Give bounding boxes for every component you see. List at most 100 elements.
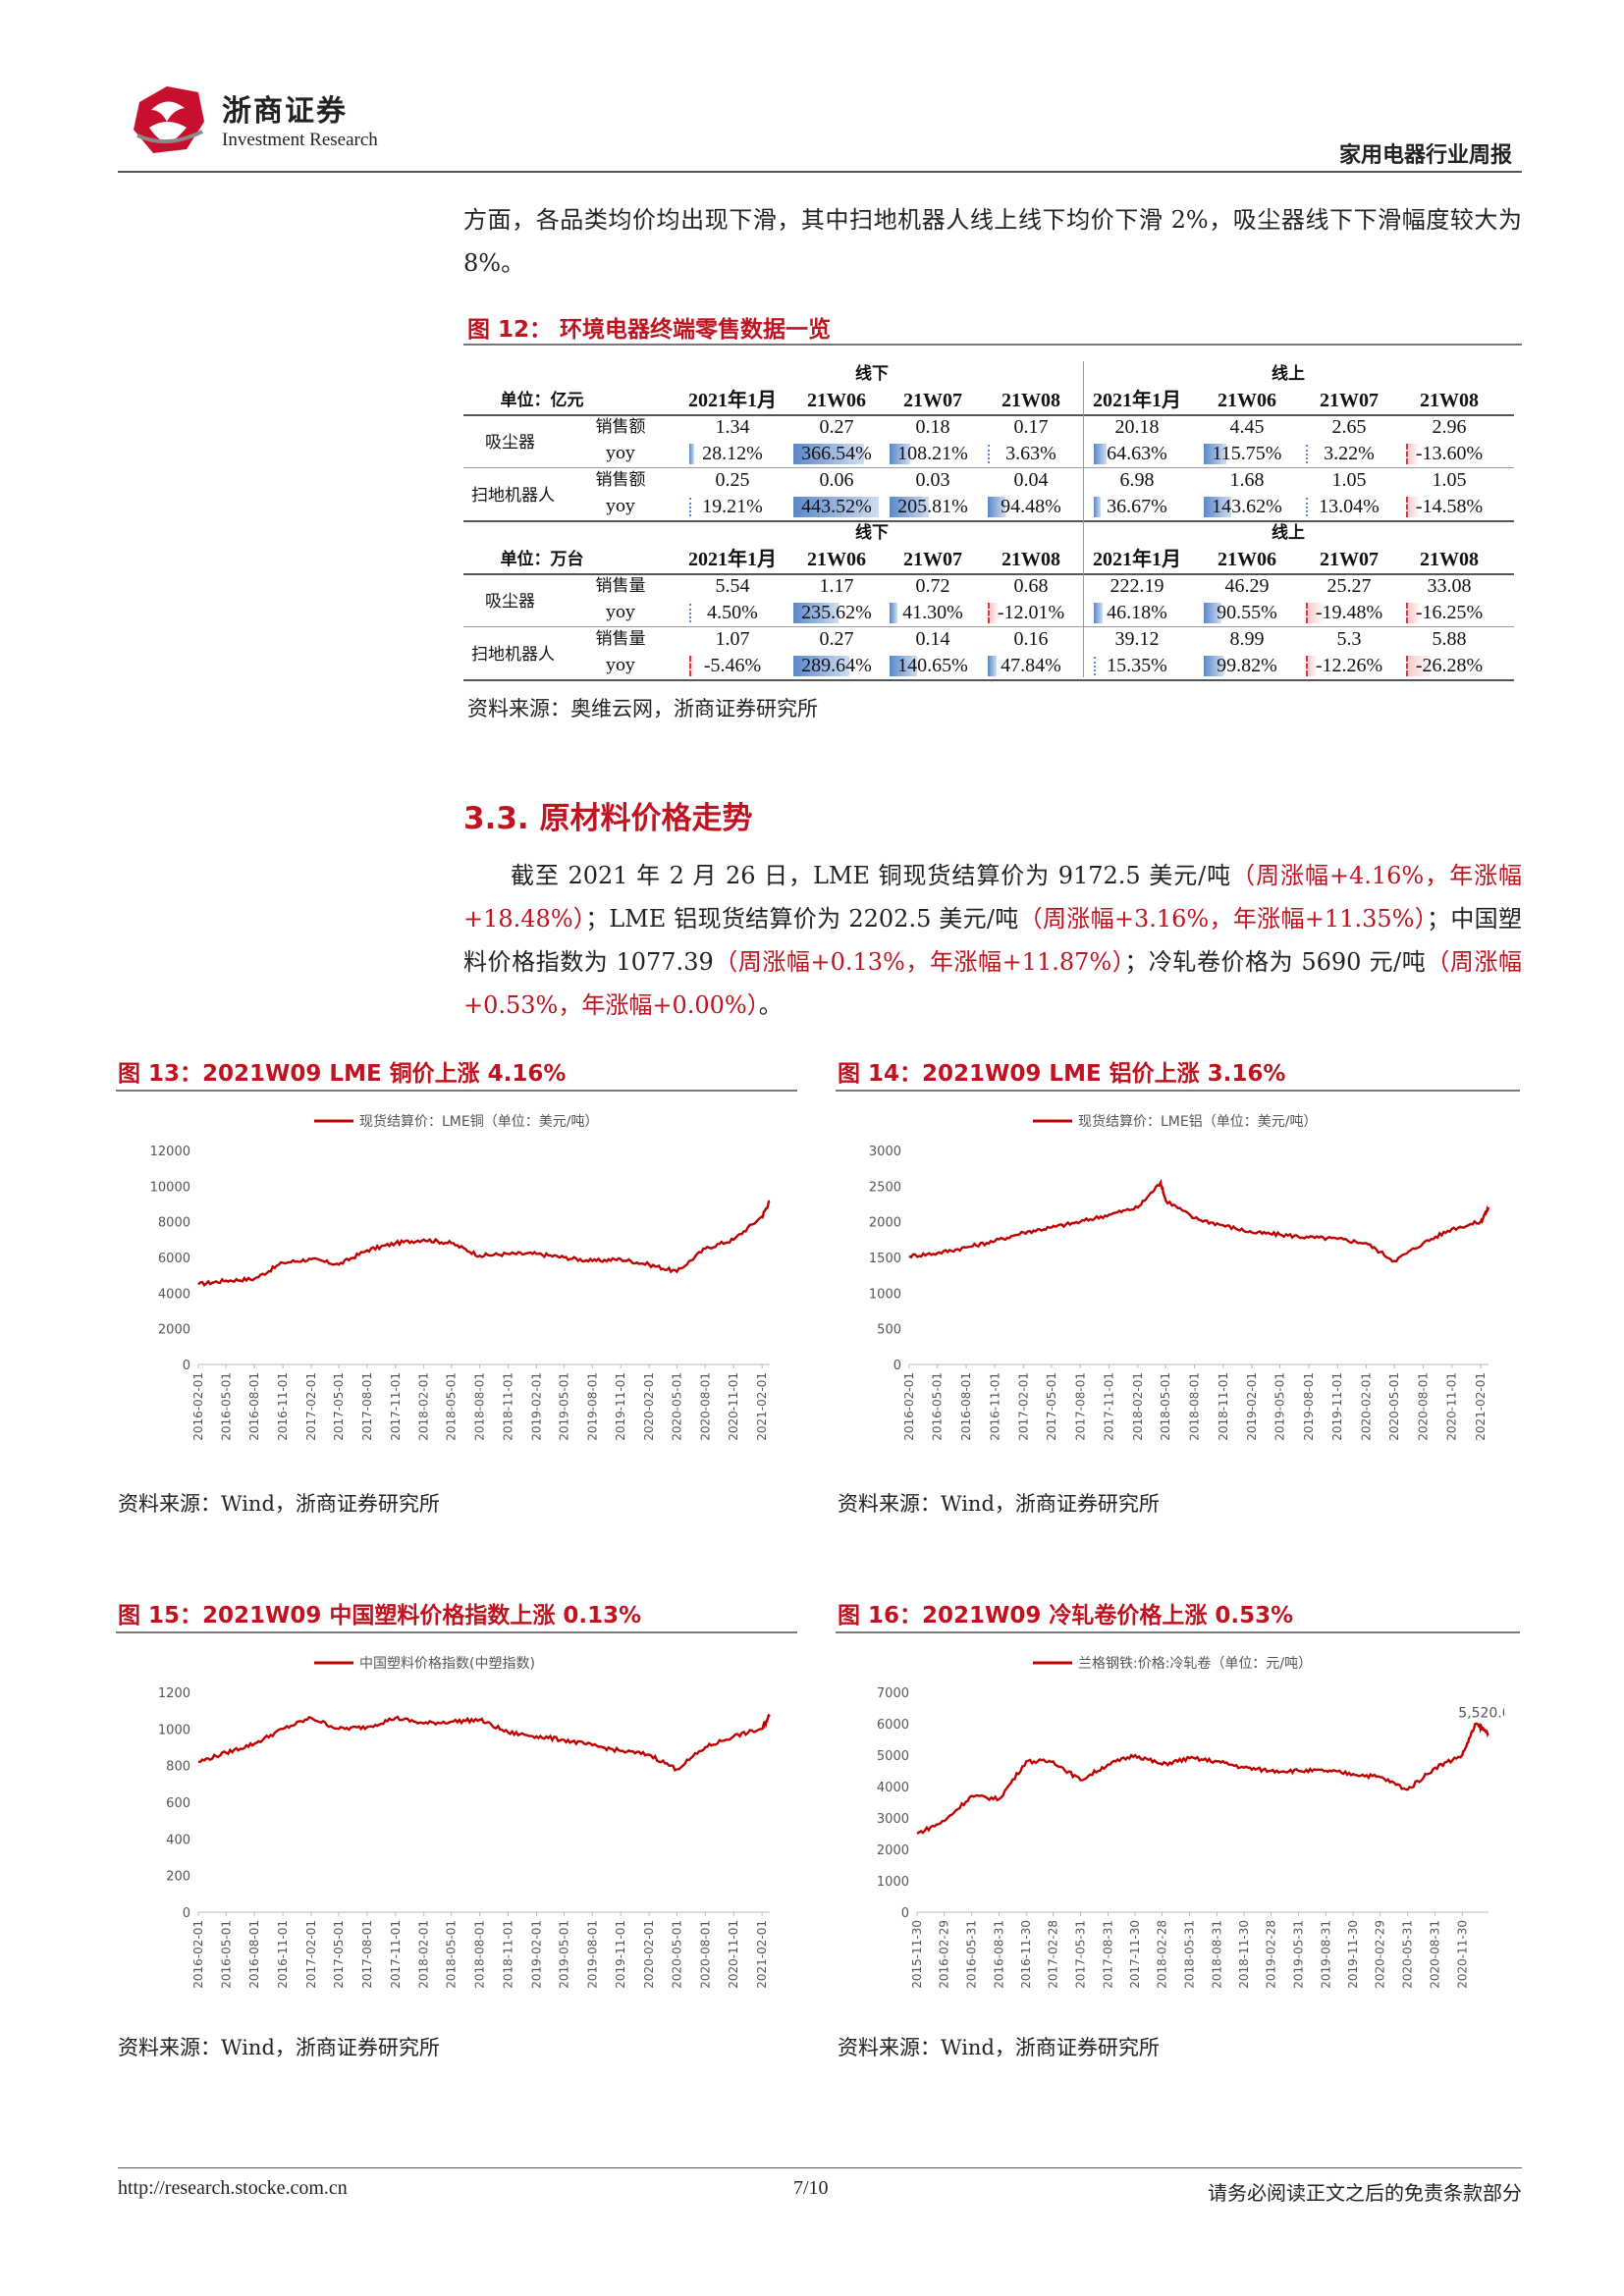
x-tick-label: 2018-08-31 xyxy=(1210,1920,1223,1989)
materials-text-5: 。 xyxy=(758,991,783,1019)
fig16-title: 图 16：2021W09 冷轧卷价格上涨 0.53% xyxy=(838,1603,1294,1629)
y-tick-label: 600 xyxy=(166,1796,190,1811)
price-series-line xyxy=(908,1178,1490,1263)
table-cell: 90.55% xyxy=(1217,602,1277,623)
legend-label: 现货结算价：LME铝（单位：美元/吨） xyxy=(1078,1113,1317,1130)
plastics-index-chart: 中国塑料价格指数(中塑指数) 0 200 400 600 800 1000 1200 2016-… xyxy=(137,1645,785,2016)
footer-url-link[interactable]: http://research.stocke.com.cn xyxy=(118,2177,348,2199)
period-header: 2021年1月 xyxy=(688,549,777,570)
period-header: 21W07 xyxy=(1320,390,1379,411)
table-row: yoy -5.46% 289.64% 140.65% 47.84% 15.35% 99.82… xyxy=(463,653,1514,679)
yoy-negative-bar xyxy=(689,656,695,676)
table-cell: 1.05 xyxy=(1432,469,1467,491)
table-cell: 0.72 xyxy=(915,575,950,597)
yoy-negative-bar xyxy=(1306,603,1326,623)
period-header: 21W08 xyxy=(1001,549,1060,570)
table-header-rule xyxy=(463,414,1514,416)
x-tick-label: 2016-02-01 xyxy=(191,1920,205,1989)
logo-chinese-name: 浙商证券 xyxy=(222,94,348,129)
table-row-rule xyxy=(463,467,1514,468)
x-tick-label: 2019-05-31 xyxy=(1291,1920,1305,1989)
table-cell: -13.60% xyxy=(1415,443,1484,464)
y-tick-label: 1500 xyxy=(869,1252,901,1266)
table-row-rule xyxy=(463,626,1514,627)
fig12-source: 资料来源：奥维云网，浙商证券研究所 xyxy=(467,697,818,721)
table-cell: 20.18 xyxy=(1114,416,1160,438)
x-tick-label: 2018-08-01 xyxy=(473,1920,487,1989)
materials-text-3: ；中国塑料价格指数为 1077.39 xyxy=(463,905,1522,976)
category-label: 吸尘器 xyxy=(485,433,535,453)
yoy-bar xyxy=(890,656,917,676)
table-cell: 4.45 xyxy=(1229,416,1265,438)
table-group-header-row: 线下 线上 xyxy=(463,520,1514,547)
yoy-bar xyxy=(988,656,998,676)
x-tick-label: 2017-05-01 xyxy=(332,1920,346,1989)
table-row: 扫地机器人 销售额 0.25 0.06 0.03 0.04 6.98 1.68 1.05 1.05 xyxy=(463,467,1514,506)
yoy-bar xyxy=(1204,497,1232,517)
table-cell: 0.03 xyxy=(915,469,950,491)
table-cell: 0.04 xyxy=(1013,469,1049,491)
online-group-label: 线上 xyxy=(1272,523,1305,543)
x-tick-label: 2018-05-01 xyxy=(445,1372,459,1441)
x-tick-label: 2020-05-01 xyxy=(1387,1372,1401,1441)
zheshang-logo-icon xyxy=(134,86,204,153)
category-label: 扫地机器人 xyxy=(471,486,555,506)
x-tick-label: 2017-02-01 xyxy=(1017,1372,1031,1441)
chart-svg: 现货结算价：LME铝（单位：美元/吨） 0 500 1000 1500 2000 2500 3… xyxy=(869,1113,1490,1441)
table-cell: 1.05 xyxy=(1331,469,1367,491)
table-cell: 443.52% xyxy=(801,496,872,517)
x-tick-label: 2018-05-01 xyxy=(1159,1372,1172,1441)
metric-label: 销售额 xyxy=(595,417,646,437)
table-cell: 0.27 xyxy=(819,416,854,438)
x-tick-label: 2020-02-29 xyxy=(1374,1920,1387,1989)
x-tick-label: 2020-02-01 xyxy=(642,1372,656,1441)
x-tick-label: 2017-11-01 xyxy=(389,1372,403,1441)
materials-paragraph: 截至 2021 年 2 月 26 日，LME 铜现货结算价为 9172.5 美元… xyxy=(463,854,1522,1027)
metric-label: yoy xyxy=(606,444,635,463)
y-tick-label: 1000 xyxy=(158,1723,190,1737)
fig15-source: 资料来源：Wind，浙商证券研究所 xyxy=(118,2036,440,2059)
table-cell: 0.25 xyxy=(715,469,750,491)
fig12-title-rule xyxy=(463,344,1522,346)
table-cell: 39.12 xyxy=(1114,628,1160,650)
x-tick-label: 2017-05-01 xyxy=(332,1372,346,1441)
x-tick-label: 2016-02-01 xyxy=(902,1372,916,1441)
table-row: yoy 19.21% 443.52% 205.81% 94.48% 36.67% 143.6… xyxy=(463,494,1514,520)
x-tick-label: 2016-02-01 xyxy=(191,1372,205,1441)
yoy-negative-bar xyxy=(1406,656,1433,676)
category-label: 扫地机器人 xyxy=(471,645,555,665)
fig14-title: 图 14：2021W09 LME 铝价上涨 3.16% xyxy=(838,1061,1286,1087)
y-tick-label: 6000 xyxy=(158,1252,190,1266)
x-tick-label: 2021-02-01 xyxy=(1474,1372,1488,1441)
table-cell: 0.27 xyxy=(819,628,854,650)
table-cell: 1.68 xyxy=(1229,469,1265,491)
y-tick-label: 2000 xyxy=(869,1216,901,1231)
x-tick-label: 2017-08-01 xyxy=(1073,1372,1087,1441)
yoy-bar xyxy=(689,444,695,464)
x-tick-label: 2018-02-01 xyxy=(417,1920,431,1989)
legend-label: 中国塑料价格指数(中塑指数) xyxy=(359,1656,535,1672)
unit-label: 单位：亿元 xyxy=(500,391,584,410)
table-period-header-row: 单位：亿元 2021年1月 21W06 21W07 21W08 2021年1月 21W06 2… xyxy=(463,388,1514,414)
page-number: 7/10 xyxy=(793,2177,829,2199)
x-tick-label: 2020-08-01 xyxy=(698,1372,712,1441)
yoy-bar xyxy=(1094,603,1104,623)
x-tick-label: 2016-02-29 xyxy=(938,1920,951,1989)
y-tick-label: 1000 xyxy=(869,1287,901,1302)
table-row: 吸尘器 销售量 5.54 1.17 0.72 0.68 222.19 46.29 25.27 33… xyxy=(463,573,1514,612)
x-tick-label: 2019-08-31 xyxy=(1319,1920,1332,1989)
y-tick-label: 400 xyxy=(166,1833,190,1847)
x-tick-label: 2017-08-01 xyxy=(360,1920,374,1989)
price-series-line xyxy=(197,1200,771,1287)
period-header: 21W06 xyxy=(807,390,866,411)
x-tick-label: 2017-05-01 xyxy=(1045,1372,1058,1441)
x-tick-label: 2020-05-31 xyxy=(1401,1920,1415,1989)
table-row: yoy 28.12% 366.54% 108.21% 3.63% 64.63% 115.75… xyxy=(463,441,1514,467)
x-tick-label: 2018-11-01 xyxy=(502,1372,515,1441)
yoy-bar xyxy=(890,444,911,464)
x-tick-label: 2016-08-31 xyxy=(993,1920,1006,1989)
x-tick-label: 2018-08-01 xyxy=(473,1372,487,1441)
x-tick-label: 2020-08-31 xyxy=(1429,1920,1442,1989)
table-row: 吸尘器 销售额 1.34 0.27 0.18 0.17 20.18 4.45 2.65 2.96 xyxy=(463,414,1514,453)
x-tick-label: 2020-02-01 xyxy=(642,1920,656,1989)
